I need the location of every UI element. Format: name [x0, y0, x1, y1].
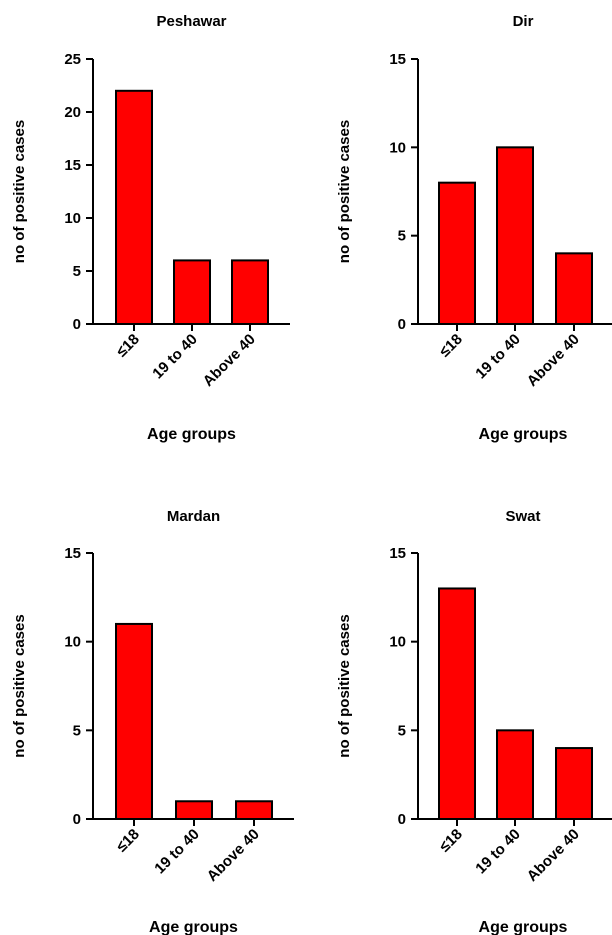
y-tick-label: 10	[389, 139, 406, 156]
chart-title: Dir	[513, 13, 534, 30]
x-tick-label: Above 40	[200, 331, 259, 390]
x-tick-label: ≤18	[113, 826, 143, 856]
x-tick-label: 19 to 40	[472, 331, 524, 383]
x-tick-label: Above 40	[524, 331, 583, 390]
x-tick-label: 19 to 40	[472, 826, 524, 878]
x-tick-label: 19 to 40	[149, 331, 201, 383]
y-tick-label: 5	[398, 722, 406, 739]
y-tick-label: 15	[389, 51, 406, 68]
y-tick-label: 15	[64, 545, 81, 562]
x-axis-label: Age groups	[149, 919, 238, 935]
y-tick-label: 0	[398, 811, 406, 828]
bar-2	[496, 729, 534, 820]
chart-panel-3: Mardan 0 5 10 15 ≤18 19 to 40 Above 40 no of pos…	[11, 508, 294, 935]
x-tick-label: Above 40	[204, 826, 263, 885]
chart-title: Peshawar	[156, 13, 226, 30]
y-tick-label: 0	[73, 316, 81, 333]
bar-1	[115, 89, 153, 325]
bar-1	[438, 181, 476, 325]
bar-1	[115, 622, 153, 821]
y-tick-label: 10	[64, 210, 81, 227]
y-tick-label: 15	[64, 157, 81, 174]
bar-1	[438, 587, 476, 821]
y-axis-label: no of positive cases	[11, 120, 28, 263]
chart-title: Swat	[505, 508, 540, 525]
y-tick-label: 5	[73, 263, 81, 280]
y-tick-label: 10	[64, 634, 81, 651]
bar-3	[555, 747, 593, 820]
y-tick-label: 20	[64, 104, 81, 121]
bar-2	[496, 146, 534, 325]
x-tick-label: ≤18	[113, 331, 143, 361]
chart-panel-2: Dir 0 5 10 15 ≤18 19 to 40 Above 40 no of positi…	[336, 13, 612, 443]
y-axis-label: no of positive cases	[336, 120, 353, 263]
y-tick-label: 25	[64, 51, 81, 68]
y-tick-label: 10	[389, 634, 406, 651]
x-tick-label: 19 to 40	[151, 826, 203, 878]
x-tick-label: ≤18	[436, 826, 466, 856]
x-tick-label: Above 40	[524, 826, 583, 885]
y-tick-label: 15	[389, 545, 406, 562]
chart-panel-4: Swat 0 5 10 15 ≤18 19 to 40 Above 40 no of posit…	[336, 508, 612, 935]
x-axis-label: Age groups	[147, 426, 236, 443]
chart-title: Mardan	[167, 508, 220, 525]
bar-3	[555, 252, 593, 325]
bar-3	[231, 259, 269, 325]
x-axis-label: Age groups	[479, 919, 568, 935]
y-tick-label: 0	[73, 811, 81, 828]
x-axis-label: Age groups	[479, 426, 568, 443]
bar-2	[175, 800, 213, 820]
bar-3	[235, 800, 273, 820]
x-tick-label: ≤18	[436, 331, 466, 361]
bar-2	[173, 259, 211, 325]
y-tick-label: 5	[398, 228, 406, 245]
y-tick-label: 5	[73, 722, 81, 739]
y-axis-label: no of positive cases	[336, 614, 353, 757]
y-axis-label: no of positive cases	[11, 614, 28, 757]
y-tick-label: 0	[398, 316, 406, 333]
